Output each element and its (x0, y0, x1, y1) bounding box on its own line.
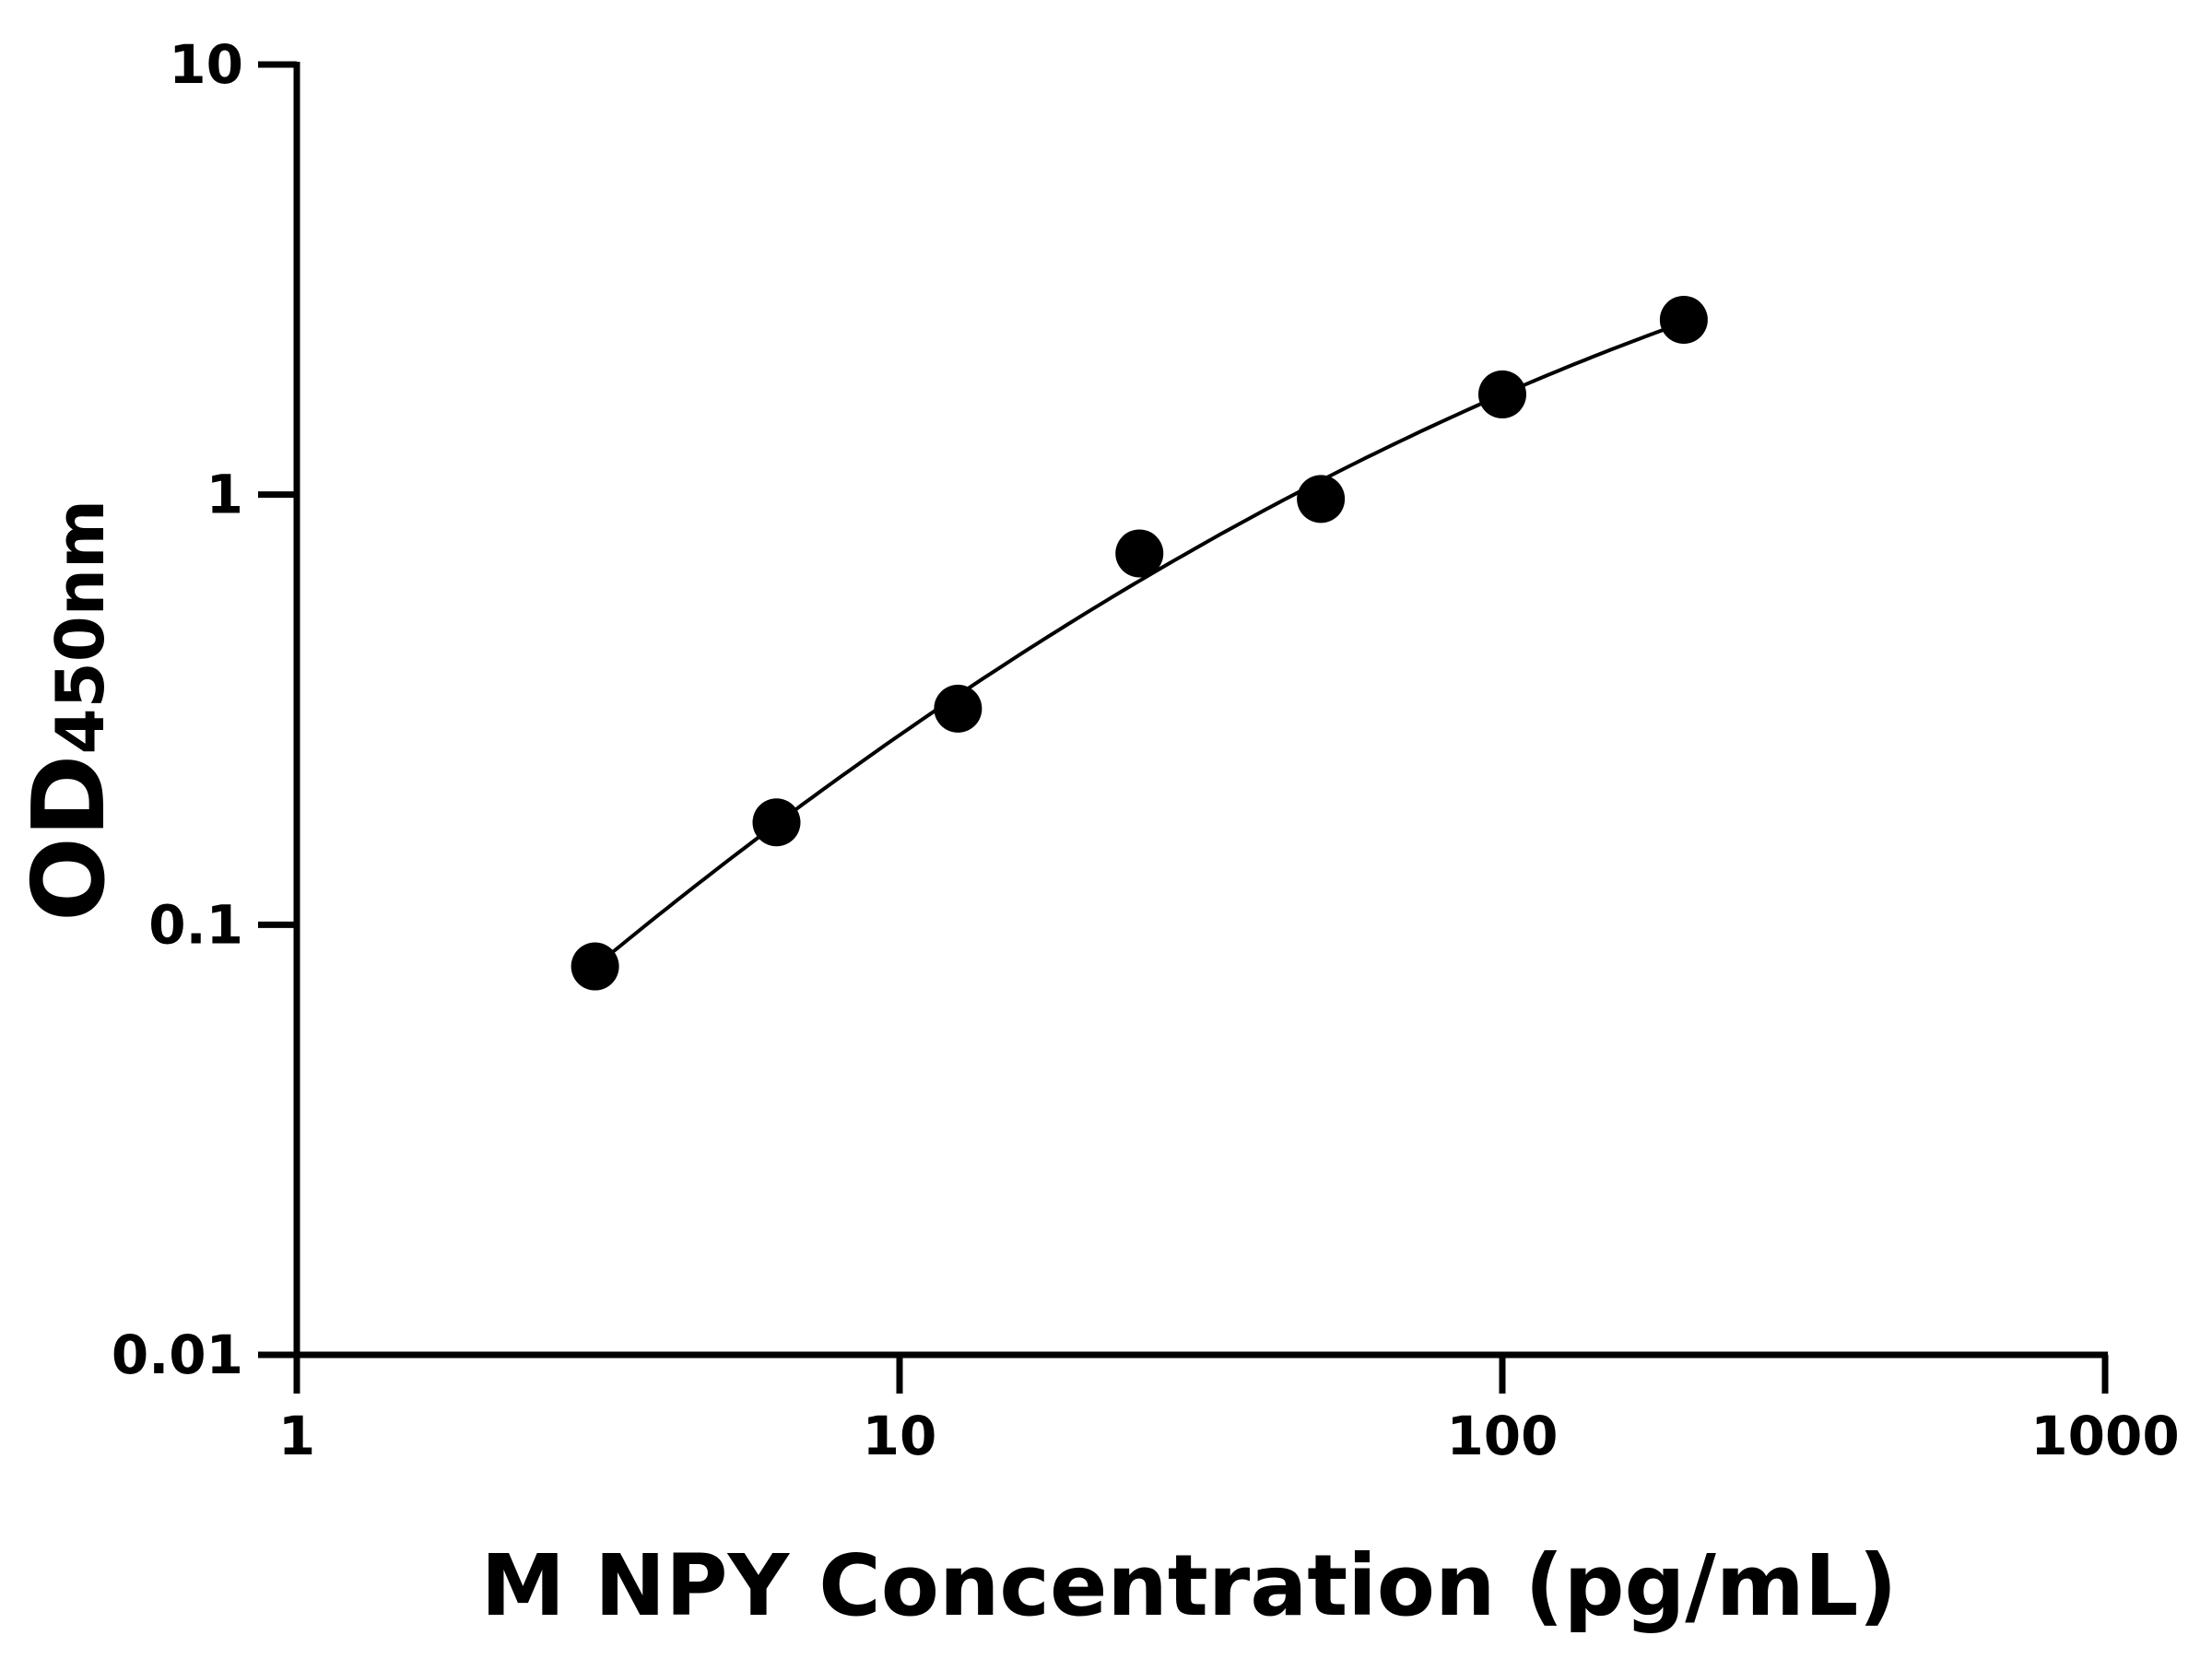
data-point (934, 684, 982, 733)
axes (258, 61, 2109, 1394)
y-tick-label: 0.01 (112, 1324, 243, 1386)
y-tick-label: 1 (206, 464, 243, 526)
x-tick-label: 10 (863, 1405, 937, 1467)
data-points (571, 295, 1708, 991)
y-axis-label-sub: 450nm (41, 500, 119, 755)
y-tick-label: 0.1 (148, 893, 243, 956)
data-point (1115, 529, 1164, 578)
y-axis-label-main: OD (12, 755, 127, 922)
fit-curve (594, 321, 1685, 969)
data-point (1297, 475, 1346, 524)
y-tick-label: 10 (169, 33, 243, 96)
x-tick-label: 100 (1446, 1405, 1558, 1467)
data-point (571, 942, 619, 991)
data-point (1478, 370, 1526, 418)
svg-text:OD450nm: OD450nm (12, 500, 127, 922)
y-axis-label: OD450nm (12, 500, 127, 922)
x-axis-label: M NPY Concentration (pg/mL) (481, 1536, 1898, 1635)
x-tick-label: 1000 (2030, 1405, 2179, 1467)
x-tick-label: 1 (278, 1405, 315, 1467)
data-point (752, 798, 801, 847)
data-point (1659, 295, 1708, 344)
tick-labels: 1 10 100 1000 0.01 0.1 1 10 (112, 33, 2180, 1467)
